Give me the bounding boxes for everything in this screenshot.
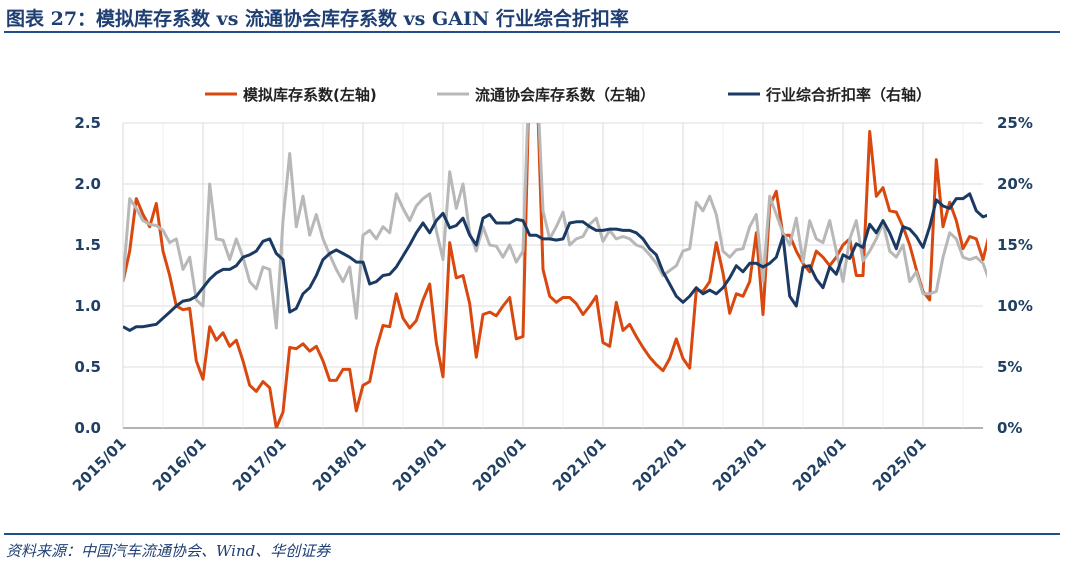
x-tick-label: 2025/01 [869, 434, 930, 495]
x-tick-label: 2020/01 [469, 434, 530, 495]
y-left-tick-label: 1.5 [74, 236, 101, 254]
legend-label: 行业综合折扣率（右轴） [765, 86, 931, 104]
x-tick-label: 2024/01 [789, 434, 850, 495]
y-right-tick-label: 10% [997, 297, 1033, 315]
y-left-tick-label: 1.0 [74, 297, 101, 315]
y-left-tick-label: 0.5 [74, 358, 101, 376]
x-tick-label: 2021/01 [549, 434, 610, 495]
y-right-tick-label: 25% [997, 114, 1033, 132]
y-right-tick-label: 5% [997, 358, 1022, 376]
series-line-2 [123, 123, 987, 330]
source-note: 资料来源：中国汽车流通协会、Wind、华创证券 [6, 542, 331, 560]
x-tick-label: 2023/01 [709, 434, 770, 495]
series-line-3 [123, 192, 987, 332]
y-right-tick-label: 0% [997, 419, 1022, 437]
footer-divider [4, 533, 1060, 535]
chart-title: 图表 27：模拟库存系数 vs 流通协会库存系数 vs GAIN 行业综合折扣率 [6, 8, 629, 30]
x-tick-label: 2019/01 [389, 434, 450, 495]
x-tick-label: 2016/01 [149, 434, 210, 495]
x-tick-label: 2018/01 [309, 434, 370, 495]
x-tick-label: 2022/01 [629, 434, 690, 495]
title-divider [4, 31, 1060, 33]
x-tick-label: 2017/01 [229, 434, 290, 495]
legend-label: 流通协会库存系数（左轴） [475, 86, 655, 104]
y-right-tick-label: 20% [997, 175, 1033, 193]
y-right-tick-label: 15% [997, 236, 1033, 254]
y-left-tick-label: 2.0 [74, 175, 101, 193]
series-line-1 [123, 123, 987, 428]
legend-label: 模拟库存系数(左轴) [243, 86, 377, 104]
y-left-tick-label: 0.0 [74, 419, 101, 437]
y-left-tick-label: 2.5 [74, 114, 101, 132]
x-tick-label: 2015/01 [69, 434, 130, 495]
